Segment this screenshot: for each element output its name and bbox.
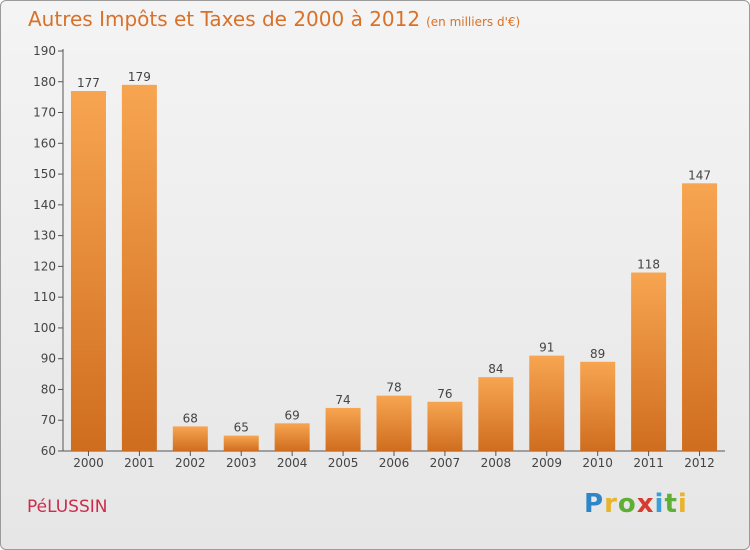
x-tick-label: 2004 [277, 456, 308, 470]
y-tick-label: 190 [33, 44, 56, 58]
data-label: 118 [637, 258, 660, 272]
bar [121, 84, 157, 451]
y-tick-label: 70 [41, 413, 56, 427]
x-tick-label: 2003 [226, 456, 257, 470]
x-tick-label: 2010 [582, 456, 613, 470]
y-tick-label: 160 [33, 136, 56, 150]
data-label: 78 [386, 381, 401, 395]
bar [70, 91, 106, 451]
chart-unit: (en milliers d'€) [426, 15, 521, 29]
data-label: 89 [590, 347, 605, 361]
data-label: 65 [234, 421, 249, 435]
data-label: 76 [437, 387, 452, 401]
x-tick-label: 2000 [73, 456, 104, 470]
bar [682, 183, 718, 452]
x-tick-label: 2006 [379, 456, 410, 470]
x-tick-label: 2012 [684, 456, 715, 470]
y-tick-label: 180 [33, 75, 56, 89]
x-tick-label: 2005 [328, 456, 359, 470]
x-tick-label: 2007 [430, 456, 461, 470]
y-tick-label: 130 [33, 229, 56, 243]
x-tick-label: 2002 [175, 456, 206, 470]
bar [580, 361, 616, 451]
x-tick-label: 2011 [633, 456, 664, 470]
data-label: 68 [183, 411, 198, 425]
bar [274, 423, 310, 451]
chart-title: Autres Impôts et Taxes de 2000 à 2012 (en… [28, 7, 520, 31]
proxiti-logo: Proxiti [584, 489, 688, 519]
data-label: 179 [128, 70, 151, 84]
y-tick-label: 80 [41, 382, 56, 396]
bar [172, 426, 208, 451]
data-label: 91 [539, 341, 554, 355]
y-tick-label: 100 [33, 321, 56, 335]
y-tick-label: 140 [33, 198, 56, 212]
y-tick-label: 170 [33, 106, 56, 120]
data-label: 69 [285, 408, 300, 422]
bar [223, 435, 259, 451]
y-tick-label: 120 [33, 259, 56, 273]
commune-name: PéLUSSIN [27, 497, 108, 517]
data-labels: 177 179 68 65 69 74 78 76 84 91 89 118 147 [77, 70, 711, 435]
y-tick-label: 90 [41, 352, 56, 366]
axes: 60 70 80 90 100 110 120 130 140 150 160 170 180 190 20… [33, 44, 725, 470]
y-tick-label: 110 [33, 290, 56, 304]
x-tick-label: 2001 [124, 456, 155, 470]
bar [427, 401, 463, 451]
data-label: 74 [335, 393, 350, 407]
bar [631, 272, 667, 451]
bar [325, 407, 361, 451]
y-tick-label: 60 [41, 444, 56, 458]
bar [529, 355, 565, 451]
data-label: 84 [488, 362, 503, 376]
data-label: 147 [688, 168, 711, 182]
x-tick-label: 2009 [531, 456, 562, 470]
x-tick-label: 2008 [481, 456, 512, 470]
bar [376, 395, 412, 451]
y-tick-label: 150 [33, 167, 56, 181]
chart-title-text: Autres Impôts et Taxes de 2000 à 2012 [28, 7, 421, 31]
bar [478, 377, 514, 451]
bars [70, 84, 718, 452]
data-label: 177 [77, 76, 100, 90]
